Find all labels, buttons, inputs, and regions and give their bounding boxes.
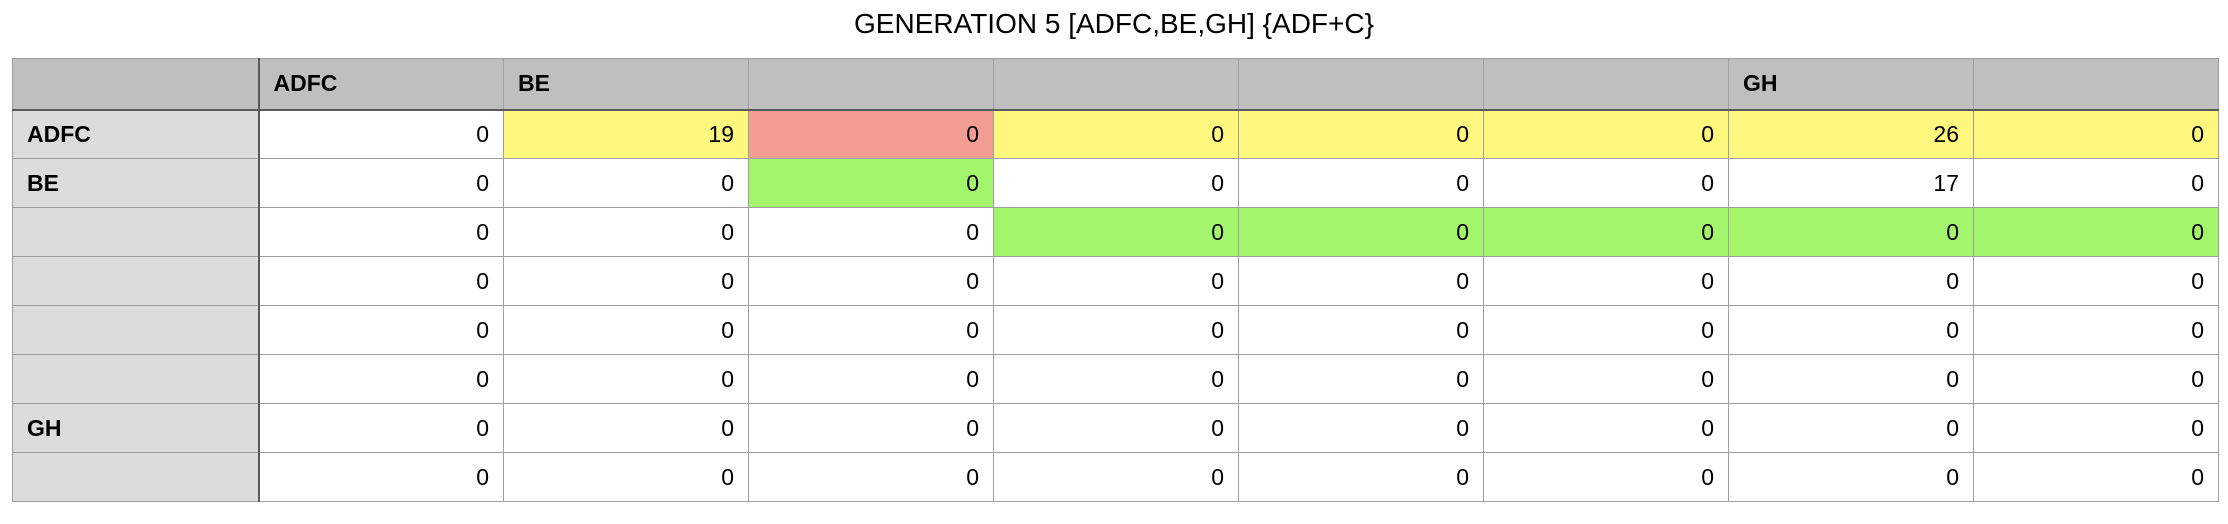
generation-table: ADFC BE GH ADFC 0 19 0 0 0 0 26 0 BE 0 0 0 0 0 0 17 0 0 0 0 0… — [12, 58, 2219, 502]
table-cell[interactable]: 0 — [993, 452, 1239, 502]
table-cell[interactable]: 0 — [1483, 158, 1729, 208]
row-header[interactable]: ADFC — [12, 109, 260, 159]
table-cell[interactable]: 0 — [1973, 256, 2219, 306]
table-cell[interactable]: 0 — [503, 354, 749, 404]
table-cell[interactable]: 0 — [258, 109, 504, 159]
table-cell[interactable]: 0 — [1238, 403, 1484, 453]
table-cell[interactable]: 0 — [1728, 452, 1974, 502]
table-row: BE 0 0 0 0 0 0 17 0 — [12, 158, 2219, 208]
table-cell[interactable]: 0 — [748, 158, 994, 208]
table-title: GENERATION 5 [ADFC,BE,GH] {ADF+C} — [854, 8, 1374, 39]
table-cell[interactable]: 0 — [1728, 305, 1974, 355]
table-cell[interactable]: 0 — [1728, 256, 1974, 306]
table-cell[interactable]: 0 — [748, 256, 994, 306]
table-cell[interactable]: 19 — [503, 109, 749, 159]
table-cell[interactable]: 0 — [748, 109, 994, 159]
table-cell[interactable]: 0 — [1728, 207, 1974, 257]
table-cell[interactable]: 0 — [1973, 109, 2219, 159]
row-header[interactable] — [12, 354, 260, 404]
column-header[interactable]: BE — [503, 58, 749, 111]
table-cell[interactable]: 0 — [1238, 354, 1484, 404]
table-cell[interactable]: 0 — [503, 305, 749, 355]
table-cell[interactable]: 0 — [1238, 452, 1484, 502]
table-cell[interactable]: 0 — [503, 452, 749, 502]
table-cell[interactable]: 0 — [258, 403, 504, 453]
table-cell[interactable]: 0 — [748, 207, 994, 257]
table-cell[interactable]: 0 — [1973, 452, 2219, 502]
table-cell[interactable]: 0 — [1483, 109, 1729, 159]
row-header[interactable]: GH — [12, 403, 260, 453]
table-cell[interactable]: 0 — [1973, 354, 2219, 404]
table-row: GH 0 0 0 0 0 0 0 0 — [12, 403, 2219, 453]
table-cell[interactable]: 0 — [1483, 354, 1729, 404]
table-cell[interactable]: 0 — [1238, 305, 1484, 355]
column-header[interactable] — [993, 58, 1239, 111]
row-header[interactable]: BE — [12, 158, 260, 208]
table-cell[interactable]: 0 — [993, 109, 1239, 159]
column-header[interactable] — [748, 58, 994, 111]
table-cell[interactable]: 0 — [1483, 207, 1729, 257]
table-cell[interactable]: 0 — [1728, 354, 1974, 404]
table-cell[interactable]: 0 — [993, 403, 1239, 453]
table-cell[interactable]: 0 — [1483, 403, 1729, 453]
table-cell[interactable]: 0 — [1973, 207, 2219, 257]
table-cell[interactable]: 0 — [1973, 158, 2219, 208]
header-row: ADFC BE GH — [12, 58, 2219, 111]
table-cell[interactable]: 0 — [993, 354, 1239, 404]
table-cell[interactable]: 0 — [1483, 256, 1729, 306]
table-cell[interactable]: 0 — [1238, 256, 1484, 306]
table-cell[interactable]: 26 — [1728, 109, 1974, 159]
table-cell[interactable]: 0 — [258, 452, 504, 502]
table-cell[interactable]: 0 — [993, 158, 1239, 208]
table-cell[interactable]: 0 — [258, 354, 504, 404]
table-cell[interactable]: 17 — [1728, 158, 1974, 208]
table-cell[interactable]: 0 — [993, 207, 1239, 257]
row-header[interactable] — [12, 452, 260, 502]
table-row: ADFC 0 19 0 0 0 0 26 0 — [12, 109, 2219, 159]
table-cell[interactable]: 0 — [1238, 207, 1484, 257]
corner-cell[interactable] — [12, 58, 260, 111]
table-cell[interactable]: 0 — [258, 207, 504, 257]
table-cell[interactable]: 0 — [1728, 403, 1974, 453]
table-cell[interactable]: 0 — [993, 305, 1239, 355]
table-cell[interactable]: 0 — [1238, 158, 1484, 208]
column-header[interactable]: GH — [1728, 58, 1974, 111]
table-cell[interactable]: 0 — [1973, 305, 2219, 355]
table-cell[interactable]: 0 — [1238, 109, 1484, 159]
table-body: ADFC 0 19 0 0 0 0 26 0 BE 0 0 0 0 0 0 17 0 0 0 0 0 0 0 0 0 0 0 0 0 0 0 0… — [12, 109, 2219, 502]
table-cell[interactable]: 0 — [258, 256, 504, 306]
table-cell[interactable]: 0 — [503, 207, 749, 257]
row-header[interactable] — [12, 305, 260, 355]
row-header[interactable] — [12, 207, 260, 257]
column-header[interactable]: ADFC — [258, 58, 504, 111]
table-cell[interactable]: 0 — [993, 256, 1239, 306]
table-cell[interactable]: 0 — [1483, 305, 1729, 355]
table-cell[interactable]: 0 — [503, 256, 749, 306]
row-header[interactable] — [12, 256, 260, 306]
column-header[interactable] — [1238, 58, 1484, 111]
table-cell[interactable]: 0 — [258, 305, 504, 355]
table-cell[interactable]: 0 — [748, 403, 994, 453]
table-cell[interactable]: 0 — [503, 403, 749, 453]
table-cell[interactable]: 0 — [748, 305, 994, 355]
table-cell[interactable]: 0 — [748, 354, 994, 404]
table-cell[interactable]: 0 — [1973, 403, 2219, 453]
table-cell[interactable]: 0 — [1483, 452, 1729, 502]
table-cell[interactable]: 0 — [503, 158, 749, 208]
column-header[interactable] — [1973, 58, 2219, 111]
table-cell[interactable]: 0 — [748, 452, 994, 502]
table-cell[interactable]: 0 — [258, 158, 504, 208]
column-header[interactable] — [1483, 58, 1729, 111]
